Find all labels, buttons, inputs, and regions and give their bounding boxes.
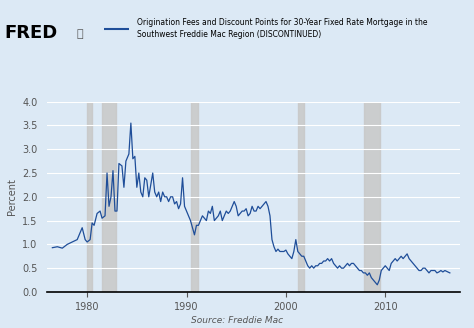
Text: Origination Fees and Discount Points for 30-Year Fixed Rate Mortgage in the
Sout: Origination Fees and Discount Points for… (137, 18, 427, 39)
Bar (191, 102, 199, 292)
Text: Source: Freddie Mac: Source: Freddie Mac (191, 316, 283, 325)
Text: ⤴: ⤴ (77, 29, 83, 39)
Bar (87, 102, 92, 292)
Y-axis label: Percent: Percent (7, 178, 17, 215)
Bar (102, 102, 116, 292)
Bar (365, 102, 380, 292)
Text: FRED: FRED (5, 24, 58, 42)
Bar (298, 102, 304, 292)
